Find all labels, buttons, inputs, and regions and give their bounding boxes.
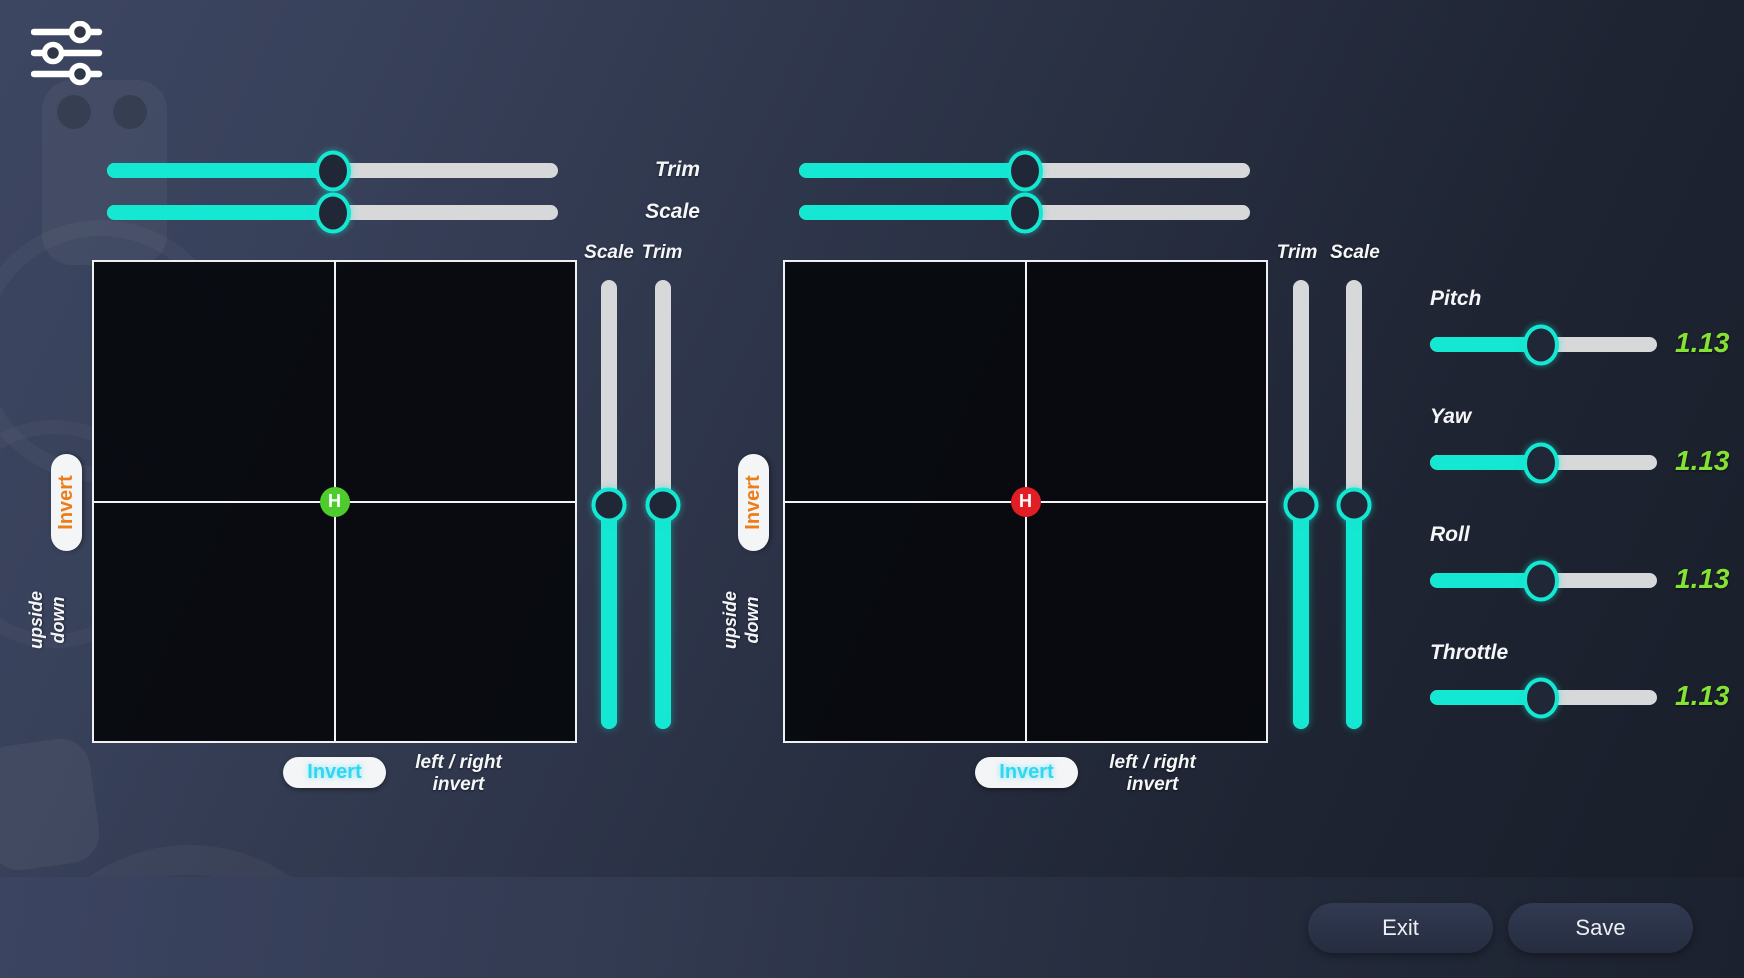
- yaw-value: 1.13: [1675, 445, 1730, 476]
- throttle-slider[interactable]: [1430, 677, 1657, 718]
- slider-fill: [1293, 504, 1309, 729]
- left-trim-horizontal-slider[interactable]: [107, 150, 558, 191]
- throttle-label: Throttle: [1430, 641, 1509, 664]
- caption-line: left / right: [1109, 752, 1196, 773]
- throttle-value: 1.13: [1675, 680, 1730, 711]
- slider-thumb[interactable]: [1006, 192, 1043, 233]
- watermark-square: [0, 734, 104, 875]
- caption-line: upside: [26, 591, 46, 650]
- slider-fill: [107, 205, 333, 220]
- scale-row-label: Scale: [645, 200, 700, 223]
- roll-label: Roll: [1430, 523, 1470, 546]
- slider-thumb[interactable]: [645, 487, 681, 522]
- left-vertical-trim-label: Trim: [641, 242, 683, 263]
- watermark-stick-circle: [113, 95, 147, 129]
- right-trim-vertical-slider[interactable]: [1283, 280, 1319, 729]
- left-upside-down-invert-button[interactable]: Invert: [51, 454, 82, 551]
- right-scale-horizontal-slider[interactable]: [799, 192, 1250, 233]
- slider-thumb[interactable]: [1523, 442, 1560, 483]
- slider-fill: [799, 205, 1025, 220]
- slider-fill: [1346, 504, 1362, 729]
- slider-thumb[interactable]: [1523, 324, 1560, 365]
- caption-line: invert: [432, 774, 485, 795]
- right-stick-position-marker: H: [1010, 486, 1041, 517]
- slider-fill: [1430, 337, 1542, 352]
- slider-thumb[interactable]: [314, 192, 351, 233]
- save-button[interactable]: Save: [1508, 903, 1693, 953]
- roll-value: 1.13: [1675, 563, 1730, 594]
- left-stick-panel: H: [92, 260, 577, 743]
- roll-slider[interactable]: [1430, 560, 1657, 601]
- right-upside-down-invert-button[interactable]: Invert: [738, 454, 769, 551]
- caption-line: invert: [1126, 774, 1179, 795]
- caption-line: down: [742, 596, 762, 644]
- slider-fill: [1430, 455, 1542, 470]
- right-trim-horizontal-slider[interactable]: [799, 150, 1250, 191]
- left-scale-vertical-slider[interactable]: [591, 280, 627, 729]
- slider-thumb[interactable]: [1336, 487, 1372, 522]
- slider-fill: [799, 163, 1025, 178]
- caption-line: left / right: [415, 752, 502, 773]
- slider-fill: [1430, 690, 1542, 705]
- watermark-stick-circle: [57, 95, 91, 129]
- right-scale-vertical-slider[interactable]: [1336, 280, 1372, 729]
- left-left-right-invert-button[interactable]: Invert: [283, 757, 386, 788]
- yaw-label: Yaw: [1430, 405, 1472, 428]
- slider-fill: [655, 504, 671, 729]
- trim-row-label: Trim: [654, 158, 700, 181]
- slider-thumb[interactable]: [1523, 677, 1560, 718]
- yaw-slider[interactable]: [1430, 442, 1657, 483]
- pitch-slider[interactable]: [1430, 324, 1657, 365]
- left-vertical-scale-label: Scale: [584, 242, 634, 263]
- caption-line: down: [48, 596, 68, 644]
- slider-thumb[interactable]: [1006, 150, 1043, 191]
- caption-line: upside: [720, 591, 740, 650]
- left-stick-position-marker: H: [319, 486, 350, 517]
- pitch-label: Pitch: [1430, 287, 1482, 310]
- slider-fill: [1430, 573, 1542, 588]
- right-upside-down-caption: upside down: [719, 574, 765, 666]
- exit-button[interactable]: Exit: [1308, 903, 1493, 953]
- slider-thumb[interactable]: [591, 487, 627, 522]
- slider-fill: [107, 163, 333, 178]
- left-left-right-caption: left / right invert: [396, 752, 521, 796]
- slider-thumb[interactable]: [314, 150, 351, 191]
- tune-sliders-icon[interactable]: [31, 21, 103, 87]
- right-vertical-scale-label: Scale: [1330, 242, 1380, 263]
- footer-bar: Exit Save: [0, 877, 1744, 978]
- pitch-value: 1.13: [1675, 327, 1730, 358]
- left-scale-horizontal-slider[interactable]: [107, 192, 558, 233]
- left-trim-vertical-slider[interactable]: [645, 280, 681, 729]
- right-left-right-caption: left / right invert: [1090, 752, 1215, 796]
- slider-thumb[interactable]: [1283, 487, 1319, 522]
- slider-fill: [601, 504, 617, 729]
- left-upside-down-caption: upside down: [25, 574, 71, 666]
- slider-thumb[interactable]: [1523, 560, 1560, 601]
- right-vertical-trim-label: Trim: [1276, 242, 1318, 263]
- right-stick-panel: H: [783, 260, 1268, 743]
- right-left-right-invert-button[interactable]: Invert: [975, 757, 1078, 788]
